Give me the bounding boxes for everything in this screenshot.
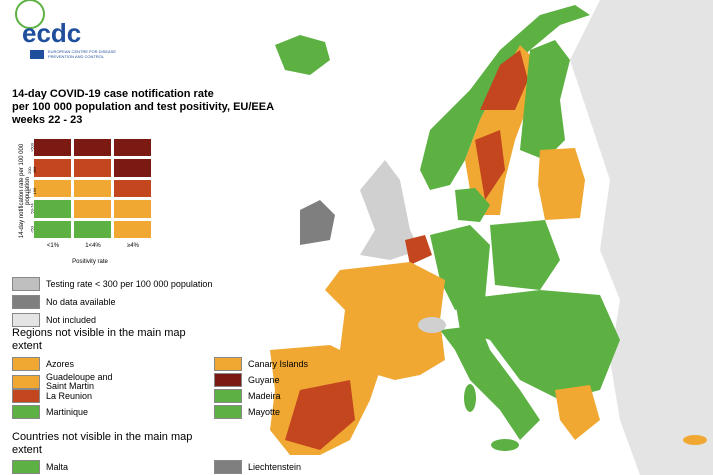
legend-label: No data available: [46, 296, 116, 307]
legend-swatch: [214, 373, 242, 387]
matrix-cell: [113, 199, 152, 219]
matrix-cell: [113, 138, 152, 158]
legend-item: Liechtenstein: [214, 460, 334, 474]
legend-swatch: [12, 313, 40, 327]
country: [405, 235, 432, 265]
title-line: 14-day COVID-19 case notification rate: [12, 88, 214, 100]
legend-swatch: [214, 389, 242, 403]
matrix-cell: [33, 219, 72, 239]
matrix-y-tick: 50-74: [29, 203, 35, 214]
country: [455, 188, 490, 222]
matrix-cell: [73, 158, 112, 178]
country: [538, 148, 585, 220]
legend-label: Mayotte: [248, 406, 281, 417]
section-title: Countries not visible in the main map ex…: [12, 431, 193, 456]
legend-label: Guadeloupe and Saint Martin: [46, 372, 113, 391]
logo-subtitle: EUROPEAN CENTRE FOR DISEASE PREVENTION A…: [48, 49, 117, 59]
legend-swatch: [12, 405, 40, 419]
legend-item: Canary Islands: [214, 357, 334, 371]
legend-swatch: [12, 460, 40, 474]
title-line: weeks 22 - 23: [12, 114, 83, 126]
matrix-y-tick: >500: [29, 143, 35, 153]
country: [490, 220, 560, 290]
country: [360, 160, 420, 260]
region: [475, 130, 505, 200]
legend-item: Mayotte: [214, 405, 334, 419]
legend-swatch: [12, 295, 40, 309]
title: 14-day COVID-19 case notification rate pe…: [12, 88, 274, 127]
non-eu-land: [570, 0, 713, 475]
matrix-cell: [33, 199, 72, 219]
matrix-cell: [33, 138, 72, 158]
matrix-x-tick: <1%: [46, 243, 60, 249]
legend-label: Martinique: [46, 406, 89, 417]
legend-item: Guyane: [214, 373, 334, 387]
matrix: [33, 138, 153, 240]
logo-globe: [15, 0, 45, 29]
island: [683, 435, 707, 445]
legend-label: Liechtenstein: [248, 461, 302, 472]
country: [430, 225, 490, 310]
country: [418, 317, 446, 333]
legend-label: Azores: [46, 358, 75, 369]
matrix-cell: [73, 219, 112, 239]
legend-item: Malta: [12, 460, 132, 474]
country: [420, 5, 590, 190]
country: [325, 262, 445, 380]
island: [464, 384, 476, 412]
region: [480, 50, 528, 110]
legend-item: La Reunion: [12, 389, 122, 403]
country: [275, 35, 330, 75]
country: [300, 200, 335, 245]
legend-label: Testing rate < 300 per 100 000 populatio…: [46, 278, 213, 289]
matrix-cell: [113, 158, 152, 178]
legend-label: Madeira: [248, 390, 281, 401]
legend-item: Guadeloupe and Saint Martin: [12, 373, 122, 391]
matrix-cell: [33, 158, 72, 178]
legend-label: Malta: [46, 461, 69, 472]
legend-label: Canary Islands: [248, 358, 309, 369]
matrix-y-tick: <50: [29, 225, 35, 233]
section-title: Regions not visible in the main map exte…: [12, 327, 186, 352]
country: [440, 325, 540, 440]
country: [455, 290, 620, 400]
legend-item: Azores: [12, 357, 122, 371]
legend-item: Madeira: [214, 389, 334, 403]
matrix-y-tick: 75-199: [27, 187, 37, 195]
matrix-cell: [73, 199, 112, 219]
title-line: per 100 000 population and test positivi…: [12, 101, 275, 113]
legend-swatch: [12, 357, 40, 371]
country: [555, 385, 600, 440]
island: [491, 439, 519, 451]
legend-swatch: [214, 357, 242, 371]
legend-item: Martinique: [12, 405, 122, 419]
logo-flag: [30, 50, 44, 59]
legend-swatch: [12, 277, 40, 291]
matrix-x-tick: 1<4%: [85, 243, 101, 249]
matrix-cell: [73, 178, 112, 199]
matrix-cell: [73, 138, 112, 158]
matrix-cell: [33, 178, 72, 199]
legend-swatch: [12, 375, 40, 389]
matrix-cell: [113, 219, 152, 239]
region: [285, 380, 355, 450]
legend-label: La Reunion: [46, 390, 93, 401]
legend-item: Testing rate < 300 per 100 000 populatio…: [12, 277, 242, 291]
matrix-cell: [113, 178, 152, 199]
legend-label: Guyane: [248, 374, 280, 385]
logo-text: ecdc: [22, 18, 82, 48]
matrix-x-tick: ≥4%: [127, 243, 139, 249]
legend-swatch: [12, 389, 40, 403]
country: [520, 40, 570, 160]
legend-swatch: [214, 405, 242, 419]
matrix-x-label: Positivity rate: [72, 259, 108, 265]
legend-item: No data available: [12, 295, 242, 309]
legend-item: Not included: [12, 313, 242, 327]
legend-swatch: [214, 460, 242, 474]
legend-label: Not included: [46, 314, 97, 325]
matrix-y-tick: 200-499: [27, 166, 37, 175]
